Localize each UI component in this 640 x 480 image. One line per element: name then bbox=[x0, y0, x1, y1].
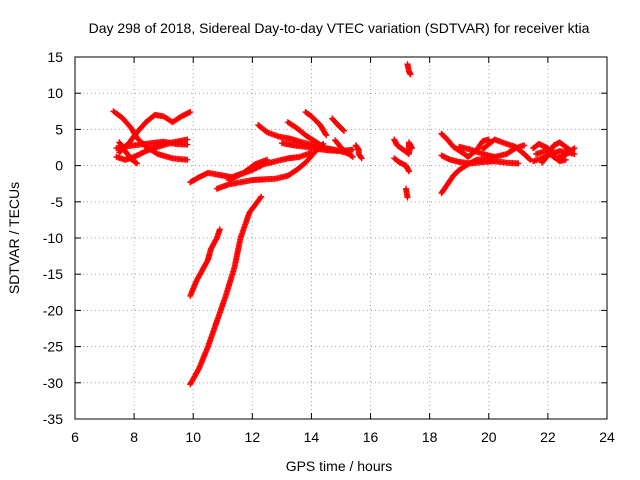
data-point bbox=[515, 160, 522, 167]
data-point bbox=[562, 156, 569, 163]
data-point bbox=[257, 194, 264, 201]
data-point bbox=[571, 145, 578, 152]
data-point bbox=[405, 168, 412, 175]
y-tick-label: 5 bbox=[55, 121, 63, 137]
data-points bbox=[110, 61, 578, 388]
grid-lines bbox=[75, 57, 607, 419]
data-point bbox=[323, 132, 330, 139]
y-tick-label: 10 bbox=[47, 85, 63, 101]
data-point bbox=[571, 151, 578, 158]
data-point bbox=[258, 193, 265, 200]
data-point bbox=[358, 155, 365, 162]
data-point bbox=[134, 160, 141, 167]
axis-ticks bbox=[74, 56, 608, 420]
data-point bbox=[184, 156, 191, 163]
y-tick-labels: -35 -30 -25 -20 -15 -10 -5 0 5 10 15 bbox=[43, 49, 63, 427]
data-point bbox=[570, 146, 577, 153]
data-point bbox=[184, 141, 191, 148]
y-tick-label: 15 bbox=[47, 49, 63, 65]
x-tick-label: 6 bbox=[71, 429, 79, 445]
x-tick-label: 24 bbox=[599, 429, 615, 445]
y-tick-label: 0 bbox=[55, 158, 63, 174]
data-point bbox=[521, 142, 528, 149]
x-axis-label: GPS time / hours bbox=[286, 458, 393, 474]
data-point bbox=[319, 142, 325, 149]
y-tick-label: -5 bbox=[51, 194, 64, 210]
data-point bbox=[407, 71, 414, 78]
data-point bbox=[526, 155, 533, 162]
y-axis-label: SDTVAR / TECUs bbox=[6, 182, 22, 294]
data-point bbox=[320, 143, 327, 150]
y-tick-label: -30 bbox=[43, 375, 63, 391]
x-tick-labels: 6 8 10 12 14 16 18 20 22 24 bbox=[71, 429, 615, 445]
x-tick-label: 18 bbox=[422, 429, 438, 445]
data-point bbox=[340, 127, 347, 134]
data-point bbox=[216, 226, 223, 233]
data-point bbox=[132, 159, 139, 166]
data-point bbox=[339, 126, 346, 133]
x-tick-label: 8 bbox=[130, 429, 138, 445]
y-tick-label: -35 bbox=[43, 411, 63, 427]
x-tick-label: 16 bbox=[363, 429, 379, 445]
y-tick-label: -15 bbox=[43, 266, 63, 282]
x-tick-label: 20 bbox=[481, 429, 497, 445]
x-tick-label: 14 bbox=[304, 429, 320, 445]
data-point bbox=[348, 153, 355, 160]
y-tick-label: -25 bbox=[43, 339, 63, 355]
plot-frame bbox=[74, 56, 608, 420]
chart-title: Day 298 of 2018, Sidereal Day-to-day VTE… bbox=[89, 20, 590, 36]
x-tick-label: 12 bbox=[245, 429, 261, 445]
data-point bbox=[184, 136, 191, 143]
data-point bbox=[187, 109, 194, 116]
x-tick-label: 10 bbox=[185, 429, 201, 445]
x-tick-label: 22 bbox=[540, 429, 556, 445]
data-point bbox=[349, 153, 356, 160]
data-point bbox=[404, 194, 411, 201]
data-point bbox=[357, 154, 364, 161]
data-point bbox=[322, 130, 329, 137]
y-tick-label: -10 bbox=[43, 230, 63, 246]
y-tick-label: -20 bbox=[43, 302, 63, 318]
data-point bbox=[408, 145, 415, 152]
data-point bbox=[349, 146, 356, 153]
